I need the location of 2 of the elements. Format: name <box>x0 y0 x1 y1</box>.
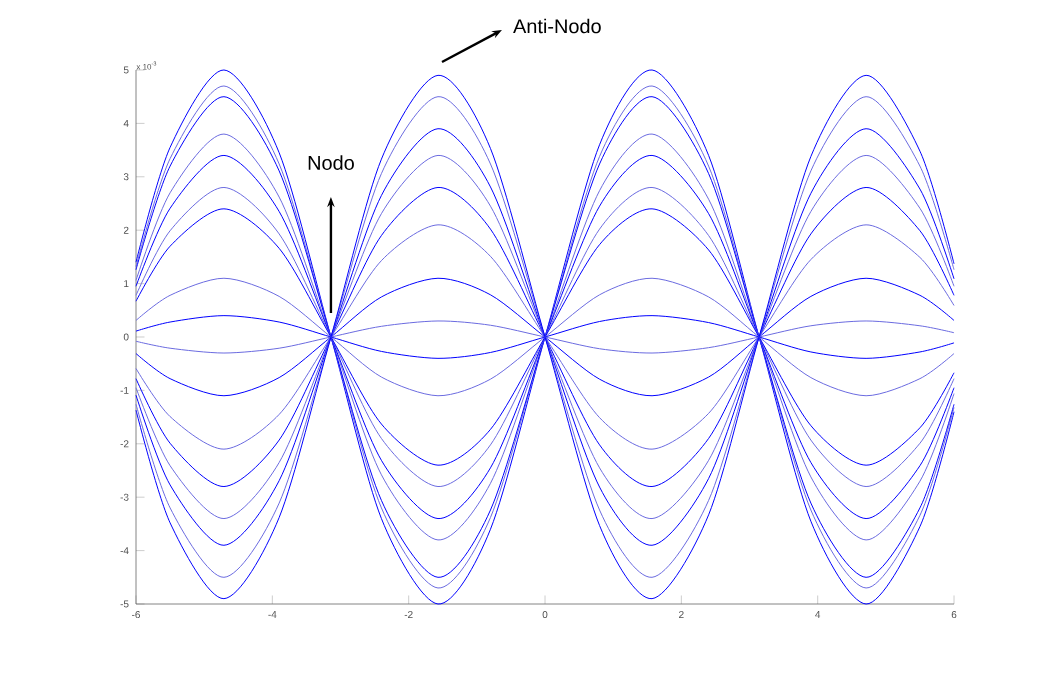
annotation: Nodo <box>308 155 354 170</box>
annotation: Anti-Nodo <box>513 18 601 34</box>
